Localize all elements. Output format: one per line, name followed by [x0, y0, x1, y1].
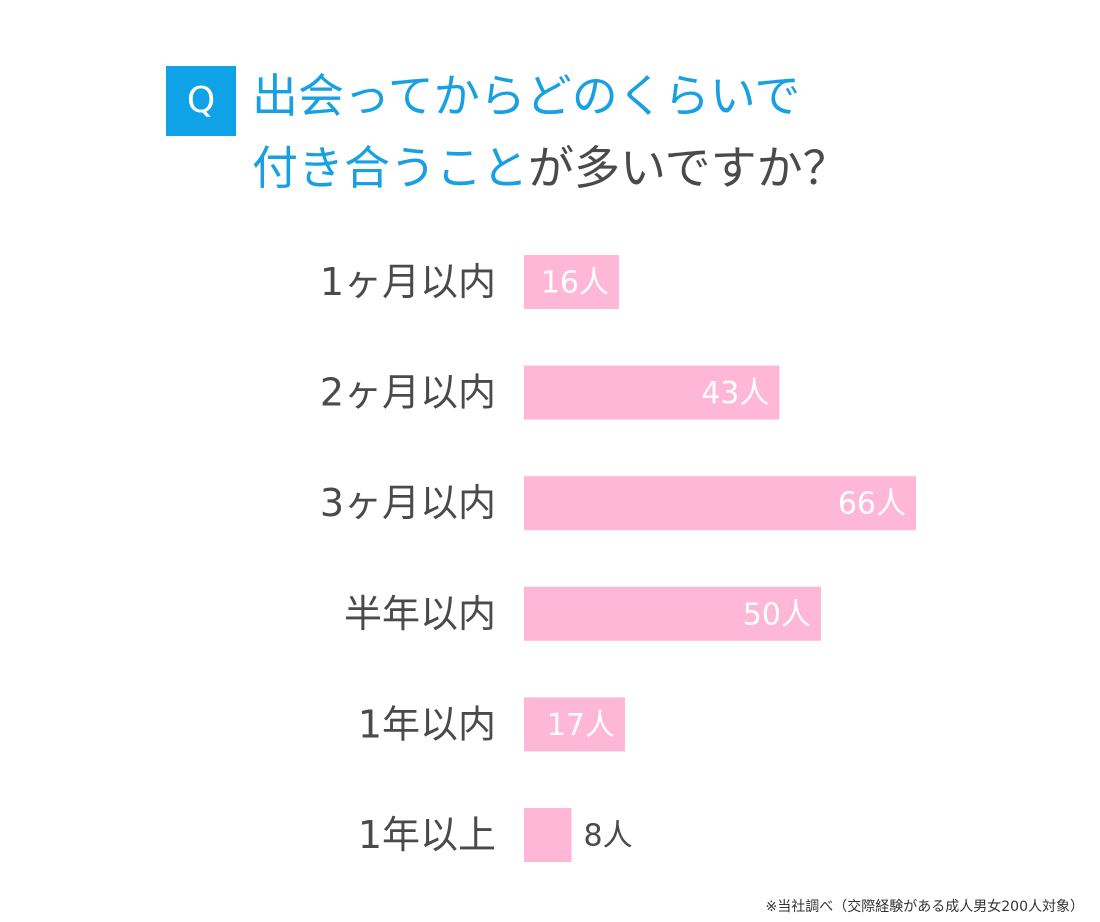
question-title-line1: 出会ってからどのくらいで: [252, 69, 801, 123]
bar: [524, 476, 916, 531]
bar: [524, 365, 780, 420]
category-label: 1年以上: [358, 813, 496, 857]
question-title-line2: 付き合うことが多いですか？: [252, 132, 849, 204]
question-title-rest: が多いですか？: [528, 141, 849, 195]
category-label: 1年以内: [358, 702, 496, 746]
bar-value-label: 17人: [547, 708, 615, 743]
category-label: 半年以内: [344, 592, 496, 636]
bar: [524, 697, 625, 752]
category-label: 1ヶ月以内: [320, 260, 496, 304]
bar-value-label: 50人: [743, 597, 811, 632]
bar: [524, 586, 821, 641]
bar-value-label: 8人: [584, 819, 633, 854]
bar-value-label: 16人: [541, 266, 609, 301]
category-label: 3ヶ月以内: [320, 481, 496, 525]
question-title: 出会ってからどのくらいで 付き合うことが多いですか？: [252, 60, 849, 204]
question-badge: Q: [166, 66, 236, 136]
survey-note: ※当社調べ（交際経験がある成人男女200人対象）: [765, 899, 1084, 915]
bar-value-label: 43人: [701, 376, 769, 411]
bar: [524, 255, 620, 309]
bar-value-label: 66人: [838, 487, 906, 522]
category-label: 2ヶ月以内: [320, 371, 496, 415]
bar: [524, 808, 572, 862]
question-title-highlight: 付き合うこと: [252, 141, 528, 195]
